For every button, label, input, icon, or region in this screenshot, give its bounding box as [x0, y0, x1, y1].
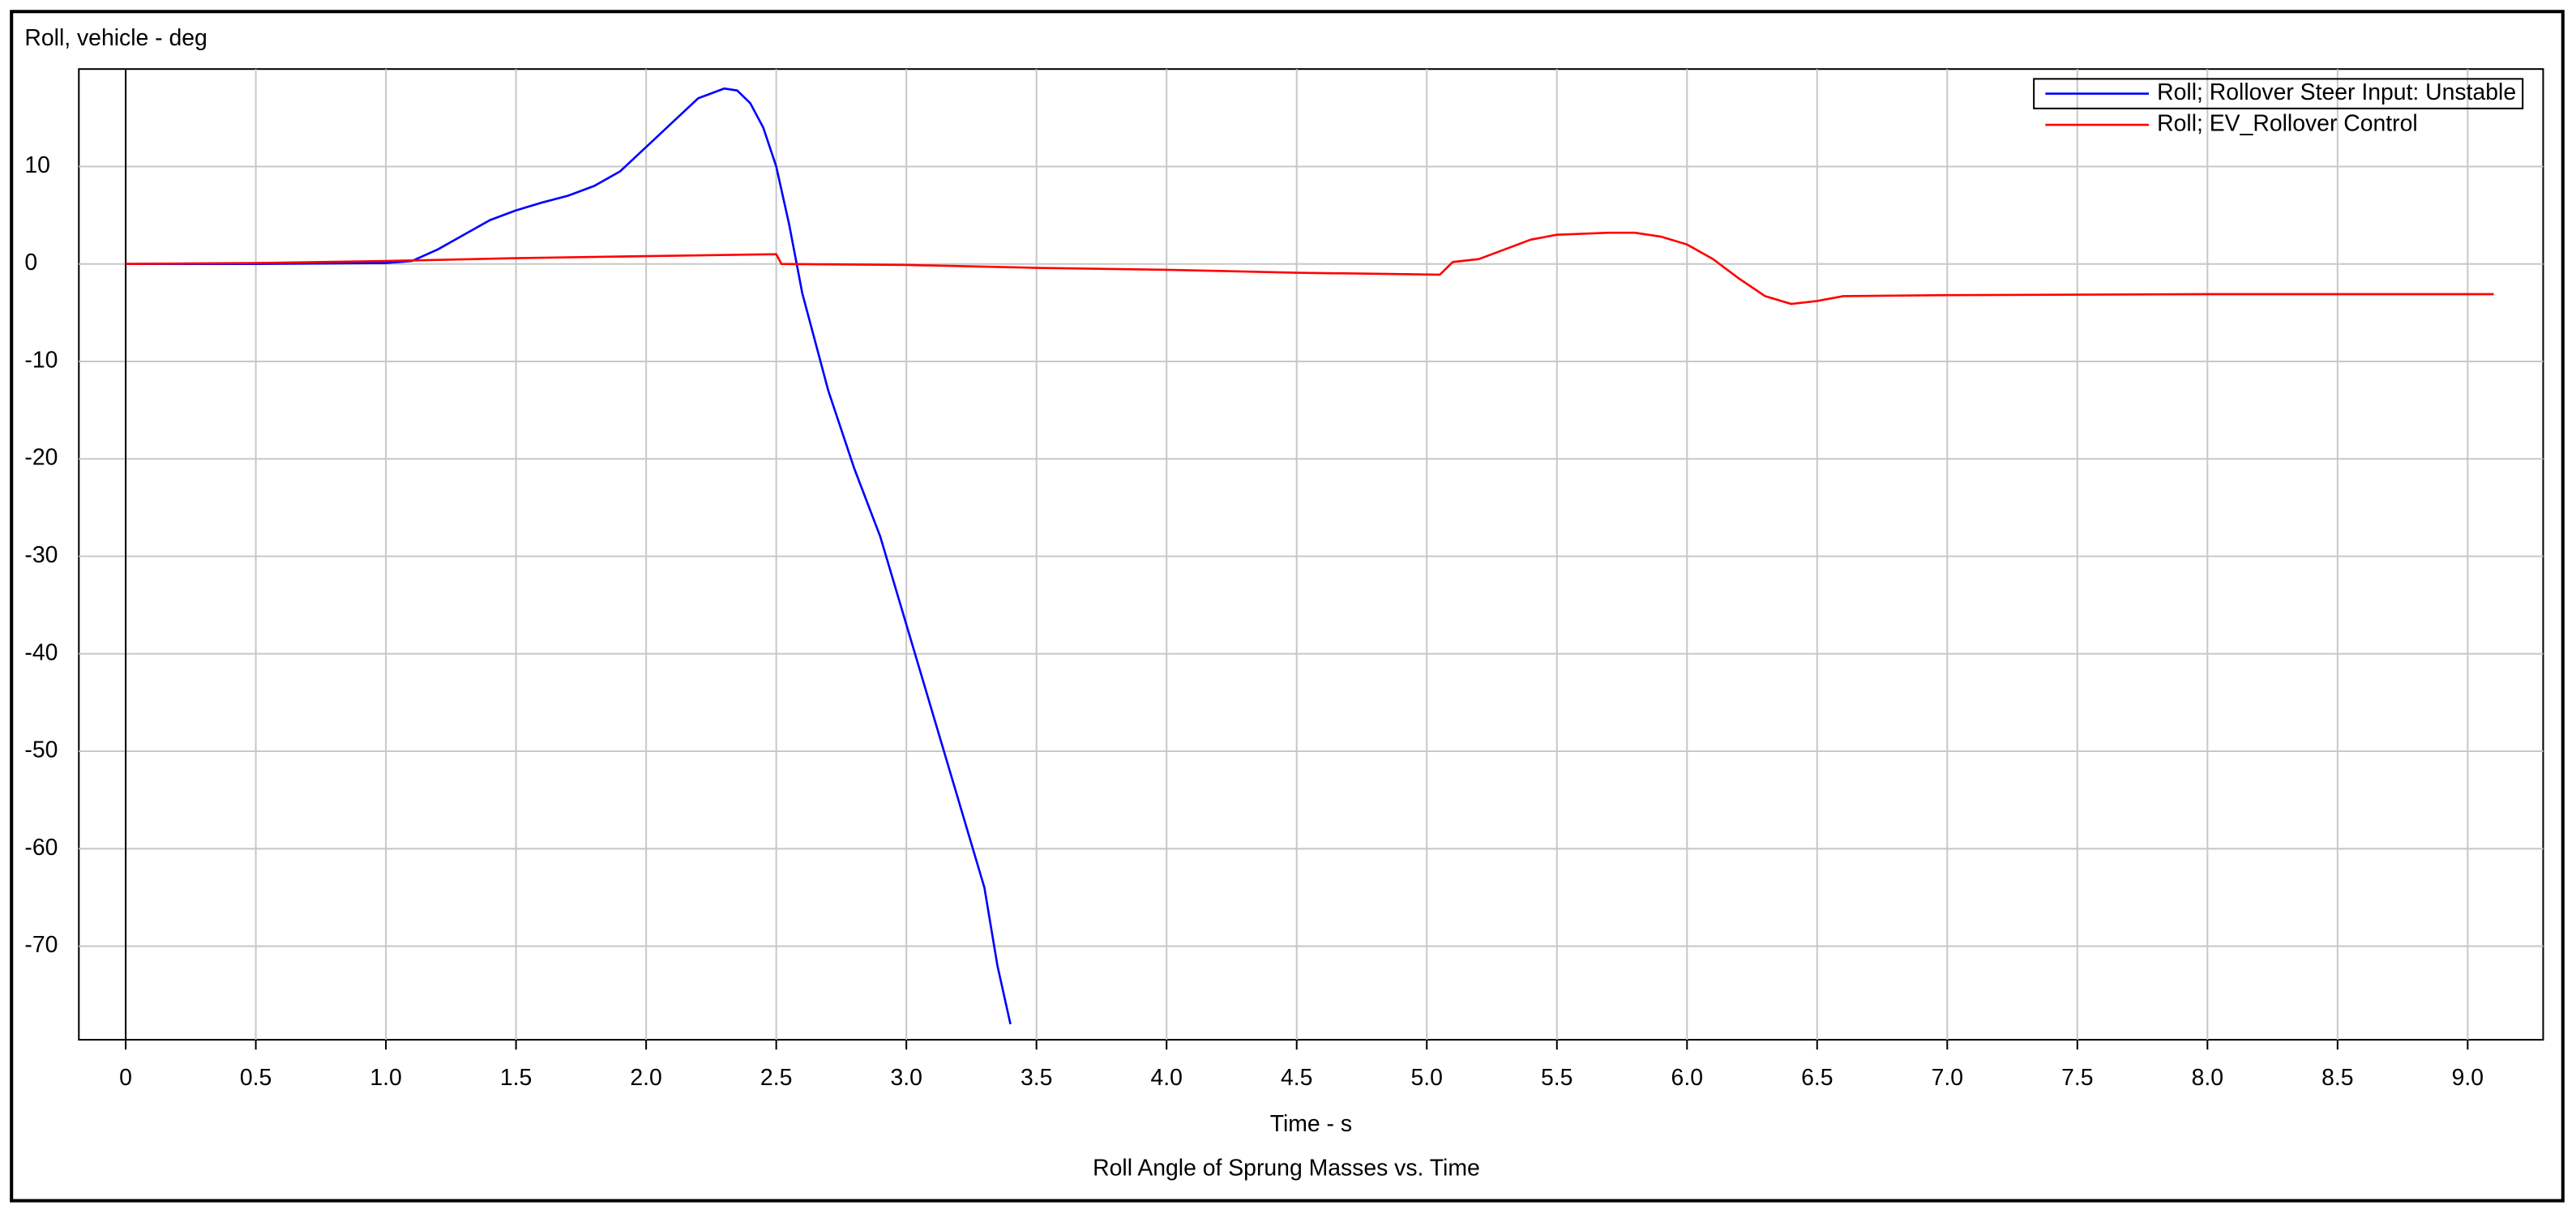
y-tick-label: 0 [24, 250, 37, 276]
x-tick-label: 9.0 [2452, 1065, 2484, 1091]
x-tick-label: 3.5 [1021, 1065, 1052, 1091]
x-tick-label: 7.0 [1932, 1065, 1963, 1091]
x-tick-label: 5.0 [1411, 1065, 1443, 1091]
y-tick-label: -40 [24, 639, 58, 665]
x-tick-label: 1.5 [500, 1065, 532, 1091]
x-tick-label: 2.5 [760, 1065, 792, 1091]
x-tick-label: 3.0 [890, 1065, 922, 1091]
y-tick-label: -30 [24, 542, 58, 568]
x-tick-label: 2.0 [630, 1065, 661, 1091]
x-tick-label: 1.0 [370, 1065, 401, 1091]
x-tick-label: 4.0 [1150, 1065, 1182, 1091]
legend-selection [2033, 78, 2524, 109]
plot-area [78, 68, 2544, 1041]
caption: Roll Angle of Sprung Masses vs. Time [1093, 1156, 1480, 1182]
x-tick-label: 6.0 [1671, 1065, 1703, 1091]
chart-title: Roll, vehicle - deg [24, 25, 207, 51]
x-tick-label: 7.5 [2061, 1065, 2093, 1091]
series-line [126, 87, 1012, 1025]
y-tick-label: 10 [24, 152, 50, 178]
x-tick-label: 5.5 [1541, 1065, 1573, 1091]
y-tick-label: -50 [24, 737, 58, 763]
y-tick-label: -10 [24, 347, 58, 373]
legend-label: Roll; Rollover Steer Input: Unstable [2157, 79, 2516, 105]
y-tick-label: -60 [24, 835, 58, 861]
x-tick-label: 8.5 [2321, 1065, 2353, 1091]
x-axis-label: Time - s [1270, 1111, 1352, 1137]
series-line [126, 231, 2494, 306]
x-tick-label: 0 [119, 1065, 132, 1091]
y-tick-label: -70 [24, 932, 58, 958]
x-tick-label: 8.0 [2192, 1065, 2223, 1091]
x-tick-label: 6.5 [1801, 1065, 1833, 1091]
legend-label: Roll; EV_Rollover Control [2157, 111, 2418, 137]
x-tick-label: 0.5 [240, 1065, 272, 1091]
y-tick-label: -20 [24, 445, 58, 471]
x-tick-label: 4.5 [1281, 1065, 1312, 1091]
